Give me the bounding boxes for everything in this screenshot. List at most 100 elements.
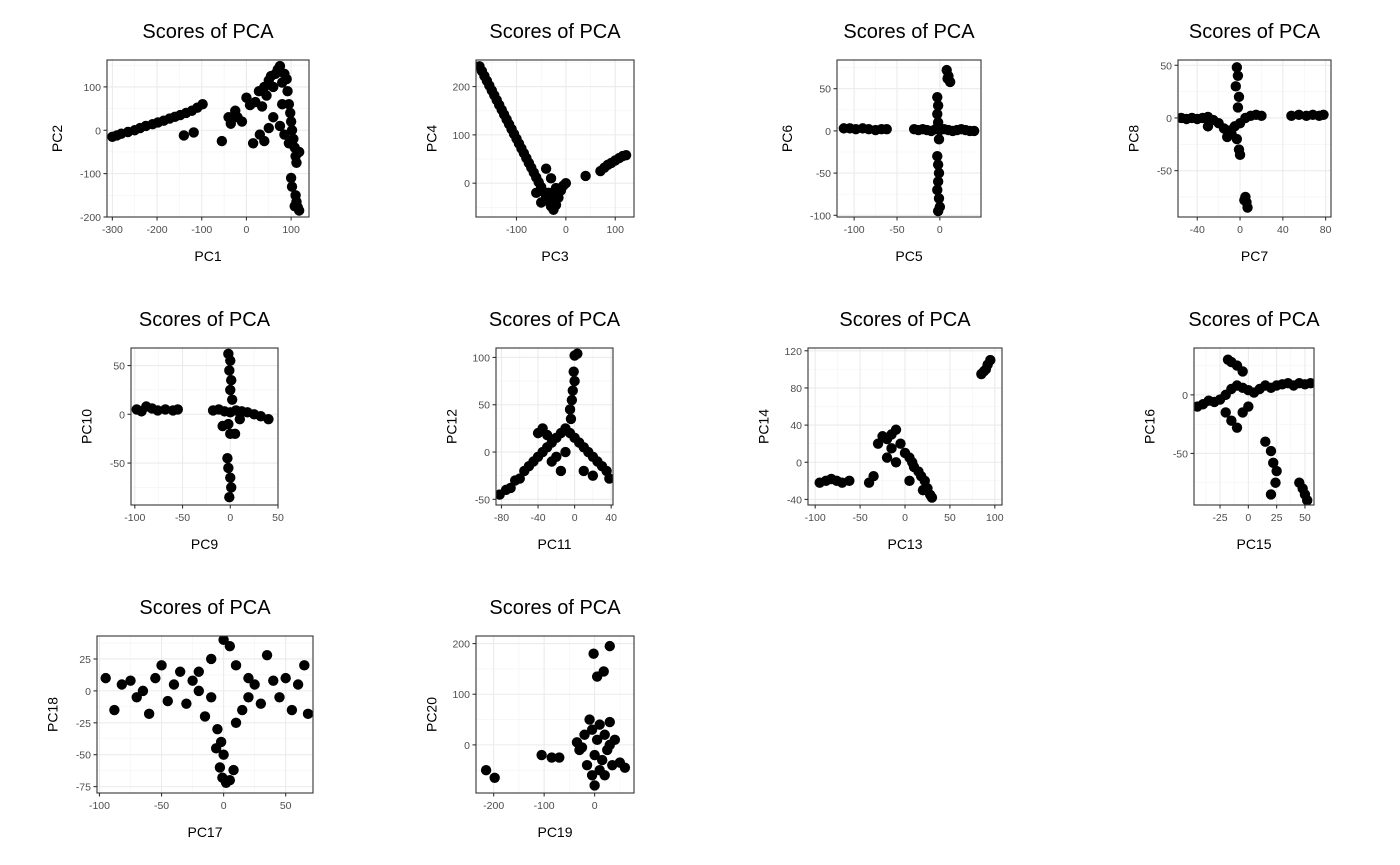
x-axis-label: PC17 bbox=[187, 824, 222, 840]
data-point bbox=[226, 374, 237, 386]
data-point bbox=[210, 743, 222, 754]
scatter-panel-9: -100 -50 0 50 -75 -50 -25 0 25 Scores of PCA PC17 P… bbox=[45, 597, 314, 840]
data-point bbox=[890, 424, 902, 435]
x-tick-label: 50 bbox=[944, 512, 956, 524]
data-point bbox=[932, 91, 943, 103]
data-point bbox=[560, 446, 571, 458]
data-point bbox=[1260, 436, 1271, 447]
data-point bbox=[932, 100, 944, 111]
x-tick-label: 50 bbox=[1299, 512, 1311, 524]
data-point bbox=[933, 167, 945, 179]
data-point bbox=[1265, 489, 1277, 500]
x-tick-label: 40 bbox=[1277, 224, 1289, 236]
data-point bbox=[886, 443, 897, 454]
data-point bbox=[1265, 445, 1277, 457]
panel-title: Scores of PCA bbox=[139, 597, 271, 619]
y-tick-label: -100 bbox=[80, 169, 101, 181]
data-point bbox=[1222, 131, 1233, 143]
data-point bbox=[1305, 377, 1314, 389]
y-axis-label: PC2 bbox=[49, 125, 65, 152]
data-point bbox=[237, 704, 248, 716]
y-tick-label: 100 bbox=[452, 689, 470, 701]
data-point bbox=[1220, 407, 1231, 418]
data-point bbox=[1231, 62, 1243, 73]
data-point bbox=[1270, 477, 1281, 488]
data-point bbox=[587, 470, 599, 481]
x-tick-label: -100 bbox=[844, 224, 865, 236]
data-point bbox=[932, 159, 944, 170]
data-point bbox=[293, 146, 305, 158]
data-point bbox=[243, 672, 254, 684]
data-point bbox=[285, 107, 296, 119]
data-point bbox=[604, 716, 615, 728]
data-points bbox=[131, 348, 274, 503]
data-points bbox=[107, 60, 305, 216]
data-point bbox=[281, 73, 292, 85]
y-tick-label: 0 bbox=[1182, 390, 1188, 402]
data-point bbox=[588, 648, 599, 659]
data-point bbox=[263, 413, 274, 425]
x-tick-label: 0 bbox=[902, 512, 908, 524]
panel-background bbox=[1194, 348, 1314, 505]
y-axis-label: PC4 bbox=[424, 125, 440, 152]
y-tick-label: 0 bbox=[95, 125, 101, 137]
panel-border bbox=[106, 59, 310, 218]
data-point bbox=[536, 749, 547, 761]
panel-title: Scores of PCA bbox=[139, 309, 271, 331]
x-tick-label: -200 bbox=[147, 224, 168, 236]
panel-title: Scores of PCA bbox=[839, 309, 971, 331]
data-point bbox=[554, 752, 565, 763]
data-point bbox=[579, 729, 590, 740]
y-axis-label: PC10 bbox=[79, 409, 95, 444]
data-point bbox=[535, 197, 547, 208]
y-axis-label: PC14 bbox=[756, 409, 772, 444]
x-axis-label: PC7 bbox=[1241, 248, 1268, 264]
data-points bbox=[100, 636, 313, 788]
data-point bbox=[247, 138, 259, 149]
data-point bbox=[286, 181, 298, 192]
x-tick-label: 50 bbox=[272, 512, 284, 524]
data-point bbox=[604, 473, 613, 484]
data-point bbox=[932, 117, 944, 128]
data-point bbox=[1202, 121, 1214, 132]
data-point bbox=[230, 660, 242, 671]
x-tick-label: 80 bbox=[1320, 224, 1332, 236]
data-point bbox=[619, 762, 631, 773]
data-point bbox=[286, 704, 298, 716]
data-point bbox=[223, 462, 234, 474]
data-point bbox=[178, 130, 190, 141]
y-tick-label: -50 bbox=[816, 168, 831, 180]
data-point bbox=[1268, 457, 1279, 469]
data-point bbox=[137, 685, 149, 697]
y-tick-label: 100 bbox=[83, 82, 101, 94]
data-point bbox=[193, 685, 204, 697]
data-point bbox=[1233, 91, 1245, 103]
y-tick-label: -50 bbox=[1157, 166, 1172, 178]
y-axis-label: PC20 bbox=[424, 697, 440, 732]
data-point bbox=[280, 672, 291, 684]
data-point bbox=[243, 692, 254, 703]
data-point bbox=[565, 413, 577, 425]
data-point bbox=[172, 404, 183, 415]
data-point bbox=[199, 711, 211, 722]
data-point bbox=[162, 695, 173, 707]
data-point bbox=[572, 348, 583, 359]
scatter-panel-8: -25 0 25 50 -50 0 Scores of PCA PC15 PC16 bbox=[1142, 309, 1321, 552]
y-tick-label: -50 bbox=[76, 750, 91, 762]
y-tick-label: 0 bbox=[825, 126, 831, 138]
y-tick-label: -100 bbox=[810, 210, 831, 222]
data-point bbox=[586, 724, 598, 735]
x-tick-label: 0 bbox=[227, 512, 233, 524]
data-point bbox=[569, 375, 580, 387]
data-point bbox=[586, 770, 598, 781]
data-point bbox=[226, 394, 238, 405]
data-points bbox=[1194, 354, 1314, 505]
data-point bbox=[566, 394, 578, 406]
y-tick-label: 0 bbox=[1166, 113, 1172, 125]
x-axis-label: PC9 bbox=[191, 536, 218, 552]
data-point bbox=[932, 151, 943, 162]
data-point bbox=[540, 163, 552, 174]
y-tick-label: -200 bbox=[80, 212, 101, 224]
x-tick-label: 100 bbox=[606, 224, 624, 236]
data-point bbox=[116, 679, 128, 690]
